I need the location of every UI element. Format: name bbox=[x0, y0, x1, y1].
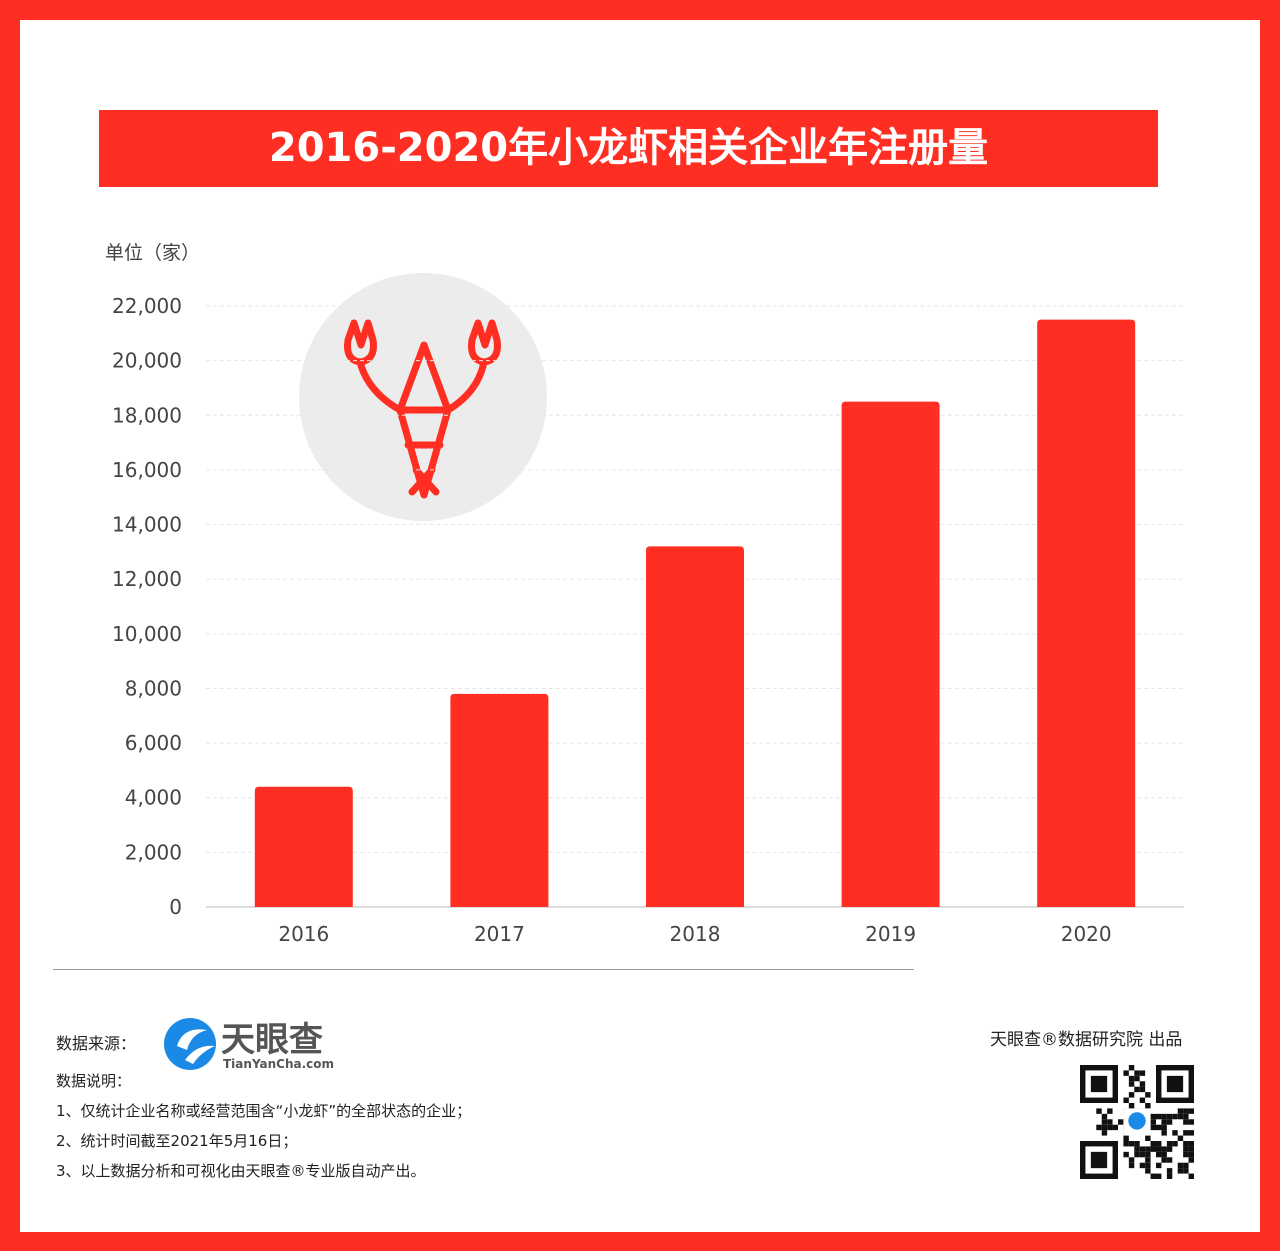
logo-sub: TianYanCha.com bbox=[223, 1057, 334, 1071]
y-tick-label: 12,000 bbox=[112, 567, 182, 591]
y-tick-label: 14,000 bbox=[112, 513, 182, 537]
x-tick-label: 2020 bbox=[1061, 922, 1112, 946]
y-tick-label: 8,000 bbox=[125, 676, 182, 700]
lobster-icon bbox=[299, 273, 547, 521]
y-axis-label: 单位（家） bbox=[105, 242, 201, 264]
y-tick-label: 0 bbox=[169, 895, 182, 919]
x-tick-label: 2017 bbox=[474, 922, 525, 946]
y-tick-label: 4,000 bbox=[125, 786, 182, 810]
note-2: 2、统计时间截至2021年5月16日； bbox=[56, 1132, 298, 1150]
note-1: 1、仅统计企业名称或经营范围含“小龙虾”的全部状态的企业； bbox=[56, 1102, 472, 1120]
divider bbox=[53, 969, 914, 970]
bar-2017 bbox=[450, 693, 549, 907]
y-tick-label: 16,000 bbox=[112, 458, 182, 482]
y-tick-label: 18,000 bbox=[112, 403, 182, 427]
data-notes: 数据说明： 1、仅统计企业名称或经营范围含“小龙虾”的全部状态的企业； 2、统计… bbox=[56, 1066, 471, 1186]
bar-2016 bbox=[254, 786, 353, 907]
note-3: 3、以上数据分析和可视化由天眼查®专业版自动产出。 bbox=[56, 1162, 426, 1180]
chart-title: 2016-2020年小龙虾相关企业年注册量 bbox=[99, 110, 1158, 187]
y-tick-label: 6,000 bbox=[125, 731, 182, 755]
bar-2018 bbox=[646, 546, 744, 907]
bar-chart: 0 2,000 4,000 6,000 8,000 10,000 12,000 14,000 1… bbox=[112, 273, 1184, 946]
tianyancha-logo-icon: 天眼查 TianYanCha.com bbox=[164, 1018, 334, 1071]
bar-2020 bbox=[1037, 319, 1136, 908]
y-tick-label: 2,000 bbox=[125, 840, 182, 864]
y-tick-label: 10,000 bbox=[112, 622, 182, 646]
source-label: 数据来源： bbox=[56, 1034, 137, 1053]
x-tick-label: 2018 bbox=[670, 922, 721, 946]
y-tick-label: 22,000 bbox=[112, 294, 182, 318]
qr-code-icon[interactable] bbox=[1080, 1065, 1194, 1179]
x-tick-label: 2019 bbox=[865, 922, 916, 946]
publisher-label: 天眼查®数据研究院 出品 bbox=[990, 1030, 1183, 1050]
x-tick-label: 2016 bbox=[278, 922, 329, 946]
y-tick-label: 20,000 bbox=[112, 349, 182, 373]
notes-title: 数据说明： bbox=[56, 1072, 132, 1090]
bar-2019 bbox=[841, 401, 940, 907]
logo-text: 天眼查 bbox=[221, 1020, 323, 1060]
